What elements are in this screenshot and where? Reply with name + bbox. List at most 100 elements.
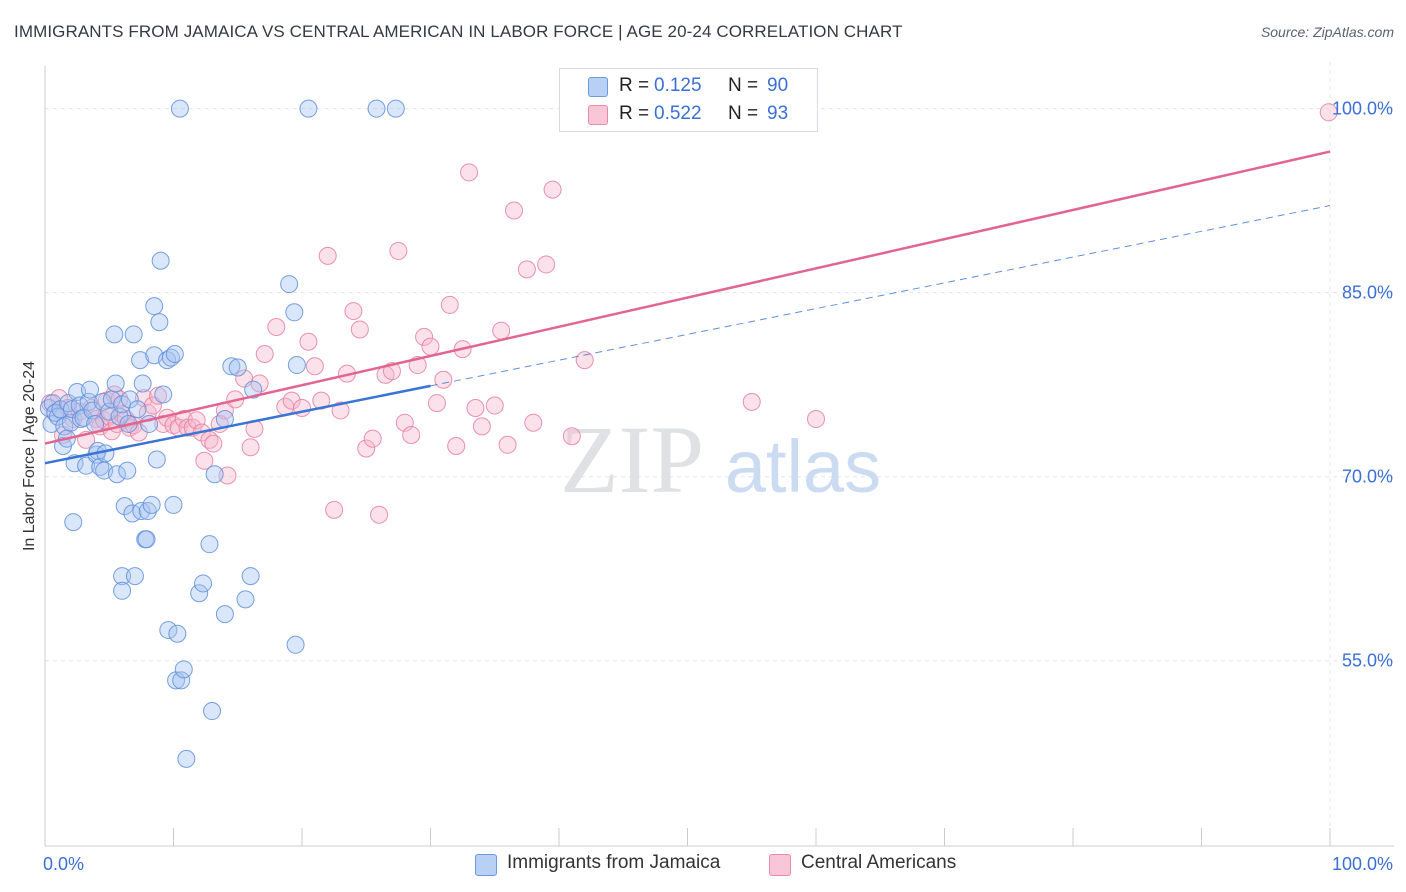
central-point — [447, 437, 466, 456]
central-point — [312, 391, 331, 410]
jamaica-point — [200, 535, 219, 554]
central-point — [472, 417, 491, 436]
jamaica-point — [77, 456, 96, 475]
central-point — [241, 438, 260, 457]
central-point — [204, 434, 223, 453]
central-point — [807, 410, 825, 429]
central-point — [325, 500, 344, 519]
y-tick-label: 100.0% — [1332, 99, 1393, 119]
central-point — [1319, 103, 1338, 122]
jamaica-legend-swatch — [475, 854, 497, 876]
jamaica-point — [205, 465, 224, 484]
n-value: 90 — [767, 75, 789, 96]
jamaica-point — [287, 356, 306, 375]
jamaica-trend-line — [44, 384, 431, 465]
central-point — [255, 345, 274, 364]
jamaica-point — [286, 635, 305, 654]
r-label: R = — [619, 75, 650, 96]
central-point — [742, 392, 761, 411]
central-point — [440, 295, 459, 314]
y-tick-label: 55.0% — [1342, 651, 1393, 671]
jamaica-point — [215, 605, 234, 624]
central-point — [363, 429, 382, 448]
jamaica-point — [285, 303, 304, 322]
central-point — [543, 180, 562, 199]
jamaica-point — [170, 99, 189, 118]
central-swatch — [588, 105, 608, 125]
jamaica-point — [172, 671, 191, 690]
central-point — [218, 466, 237, 485]
stats-legend: R = 0.125 N = 90 R = 0.522 N = 93 — [559, 68, 818, 132]
central-point — [492, 321, 511, 340]
central-point — [350, 320, 369, 339]
jamaica-point — [80, 380, 99, 399]
jamaica-point — [164, 495, 183, 514]
jamaica-point — [137, 530, 156, 549]
jamaica-point — [115, 497, 134, 516]
central-legend-swatch — [769, 854, 791, 876]
jamaica-point — [154, 385, 173, 404]
tick-labels: 55.0% 70.0% 85.0% 100.0% 0.0% 100.0% — [43, 99, 1393, 874]
central-point — [344, 302, 363, 321]
jamaica-point — [177, 749, 196, 768]
jamaica-swatch — [588, 77, 608, 97]
r-value: 0.125 — [654, 75, 702, 96]
central-point — [485, 396, 504, 415]
central-point — [134, 389, 153, 408]
jamaica-point — [203, 702, 222, 721]
central-point — [164, 416, 183, 435]
central-point — [143, 396, 162, 415]
jamaica-point — [118, 461, 137, 480]
central-point — [575, 351, 594, 370]
jamaica-point — [236, 590, 255, 609]
central-point — [370, 505, 389, 524]
jamaica-point — [150, 313, 169, 332]
central-point — [195, 451, 214, 470]
central-point — [299, 332, 318, 351]
jamaica-point — [194, 574, 213, 593]
jamaica-point — [174, 660, 193, 679]
jamaica-legend-label: Immigrants from Jamaica — [507, 852, 721, 873]
r-value: 0.522 — [654, 103, 702, 124]
jamaica-point — [168, 624, 187, 643]
x-tick-label: 0.0% — [43, 854, 84, 874]
jamaica-point — [125, 567, 144, 586]
central-point — [389, 241, 408, 260]
central-point — [434, 370, 453, 389]
central-point — [562, 427, 581, 446]
jamaica-point — [120, 390, 139, 409]
central-point — [517, 260, 536, 279]
jamaica-point — [113, 581, 132, 600]
jamaica-point — [107, 465, 126, 484]
central-trend-line — [44, 150, 1331, 445]
central-point — [402, 425, 421, 444]
jamaica-point — [367, 99, 386, 118]
central-point — [305, 357, 324, 376]
n-label: N = — [728, 103, 759, 124]
r-label: R = — [619, 103, 650, 124]
jamaica-point — [145, 297, 164, 316]
stats-row-jamaica: R = 0.125 N = 90 — [560, 73, 817, 99]
jamaica-point — [222, 357, 241, 376]
central-point — [331, 401, 350, 420]
jamaica-point — [299, 99, 318, 118]
watermark-atlas: atlas — [725, 425, 881, 508]
jamaica-point — [228, 358, 247, 377]
central-point — [505, 201, 524, 220]
x-tick-label: 100.0% — [1332, 854, 1393, 874]
jamaica-point — [142, 495, 161, 514]
jamaica-point — [113, 567, 132, 586]
central-point — [178, 418, 197, 437]
jamaica-point — [244, 380, 263, 399]
jamaica-point — [124, 325, 143, 344]
jamaica-point — [151, 251, 170, 270]
jamaica-point — [132, 502, 151, 521]
jamaica-point — [190, 584, 209, 603]
central-point — [421, 337, 440, 356]
central-point — [460, 163, 479, 182]
jamaica-points — [39, 99, 405, 768]
jamaica-point — [106, 374, 125, 393]
central-point — [415, 327, 434, 346]
central-point — [267, 318, 286, 337]
